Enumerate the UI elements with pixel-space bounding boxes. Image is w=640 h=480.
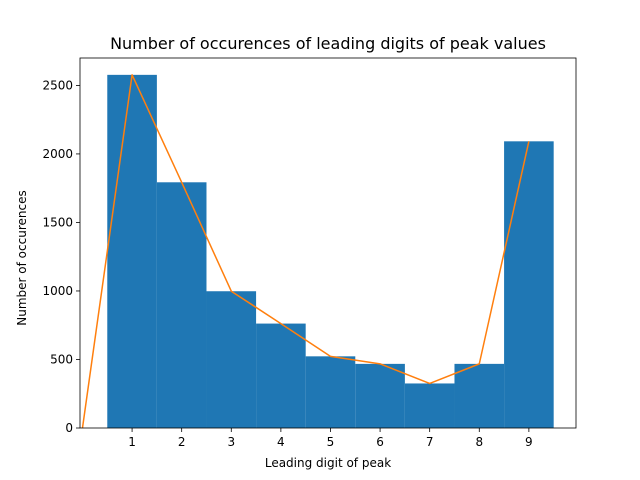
- bar-1: [107, 74, 157, 428]
- bar-9: [504, 141, 554, 428]
- x-tick-label: 3: [227, 435, 235, 449]
- x-axis-label: Leading digit of peak: [265, 456, 391, 470]
- x-tick-label: 6: [376, 435, 384, 449]
- x-tick-label: 8: [475, 435, 483, 449]
- y-tick-label: 1500: [42, 215, 73, 229]
- y-tick-label: 0: [65, 421, 73, 435]
- x-tick-label: 4: [277, 435, 285, 449]
- y-tick-label: 500: [50, 352, 73, 366]
- series-line: [81, 74, 530, 429]
- line-group: [81, 74, 530, 429]
- bar-4: [256, 323, 306, 428]
- bar-3: [206, 291, 257, 428]
- plot-area-frame: [79, 57, 577, 429]
- x-tick-label: 7: [426, 435, 434, 449]
- y-tick-label: 2000: [42, 147, 73, 161]
- bar-6: [355, 363, 405, 428]
- y-axis-label: Number of occurences: [15, 190, 29, 325]
- y-tick-label: 1000: [42, 284, 73, 298]
- x-tick-label: 5: [327, 435, 335, 449]
- y-axis-ticks: 0 500 1000 1500 2000 2500: [42, 78, 80, 435]
- x-axis-ticks: 1 2 3 4 5 6 7 8 9: [128, 428, 533, 449]
- bar-5: [305, 356, 356, 428]
- bar-group: [107, 74, 554, 428]
- x-tick-label: 1: [128, 435, 136, 449]
- chart-title: Number of occurences of leading digits o…: [110, 34, 546, 53]
- bar-2: [156, 182, 207, 428]
- x-tick-label: 2: [178, 435, 186, 449]
- bar-8: [454, 363, 505, 428]
- x-tick-label: 9: [525, 435, 533, 449]
- y-tick-label: 2500: [42, 78, 73, 92]
- bar-7: [404, 383, 455, 428]
